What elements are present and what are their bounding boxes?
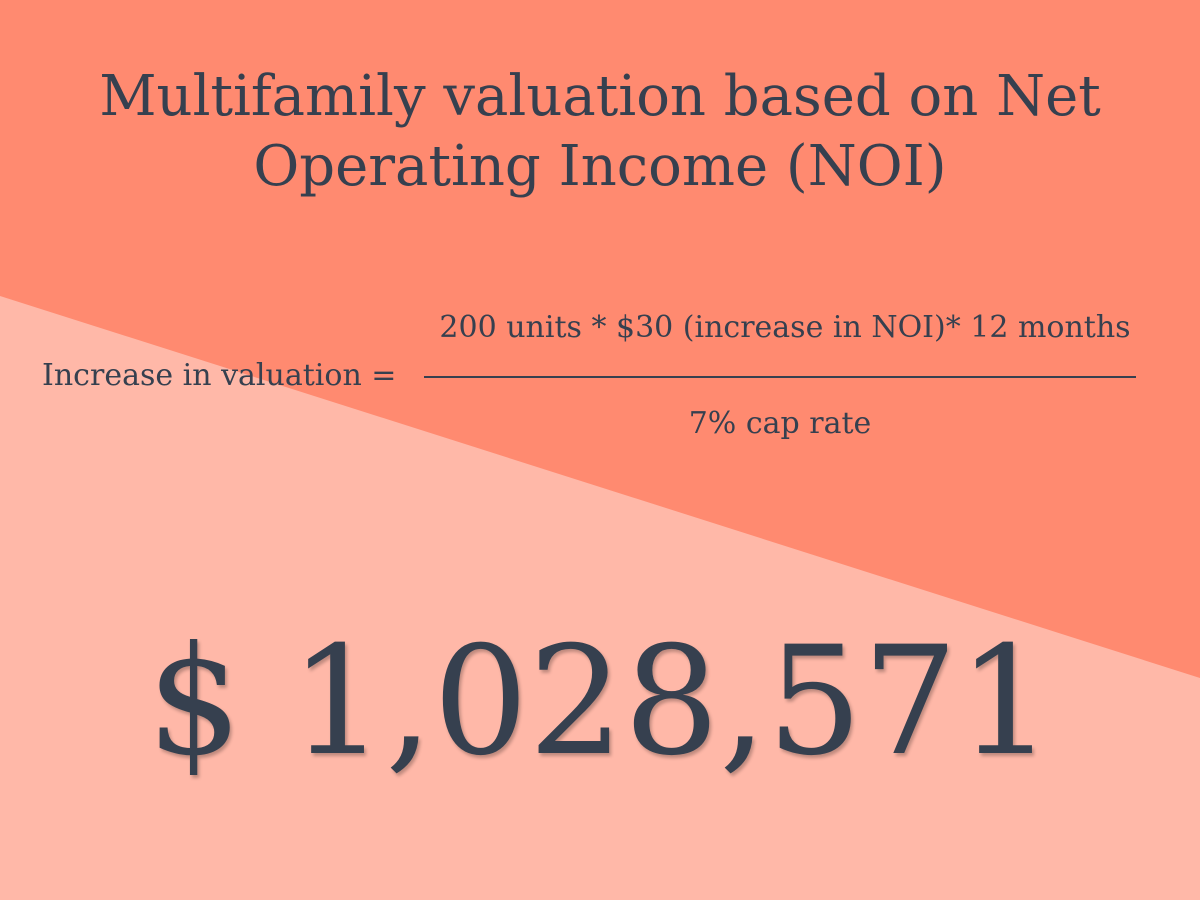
formula-numerator: 200 units * $30 (increase in NOI)* 12 mo… [439, 310, 1131, 345]
title-line-2: Operating Income (NOI) [253, 134, 947, 199]
title-line-1: Multifamily valuation based on Net [99, 64, 1101, 129]
formula-fraction: 200 units * $30 (increase in NOI)* 12 mo… [424, 308, 1136, 444]
formula-lhs: Increase in valuation = [42, 358, 397, 393]
result-value: $ 1,028,571 [146, 615, 1054, 789]
page-title: Multifamily valuation based on Net Opera… [0, 62, 1200, 202]
background-dark-wedge [0, 0, 1200, 678]
fraction-bar [424, 376, 1136, 378]
formula-denominator: 7% cap rate [688, 406, 872, 441]
